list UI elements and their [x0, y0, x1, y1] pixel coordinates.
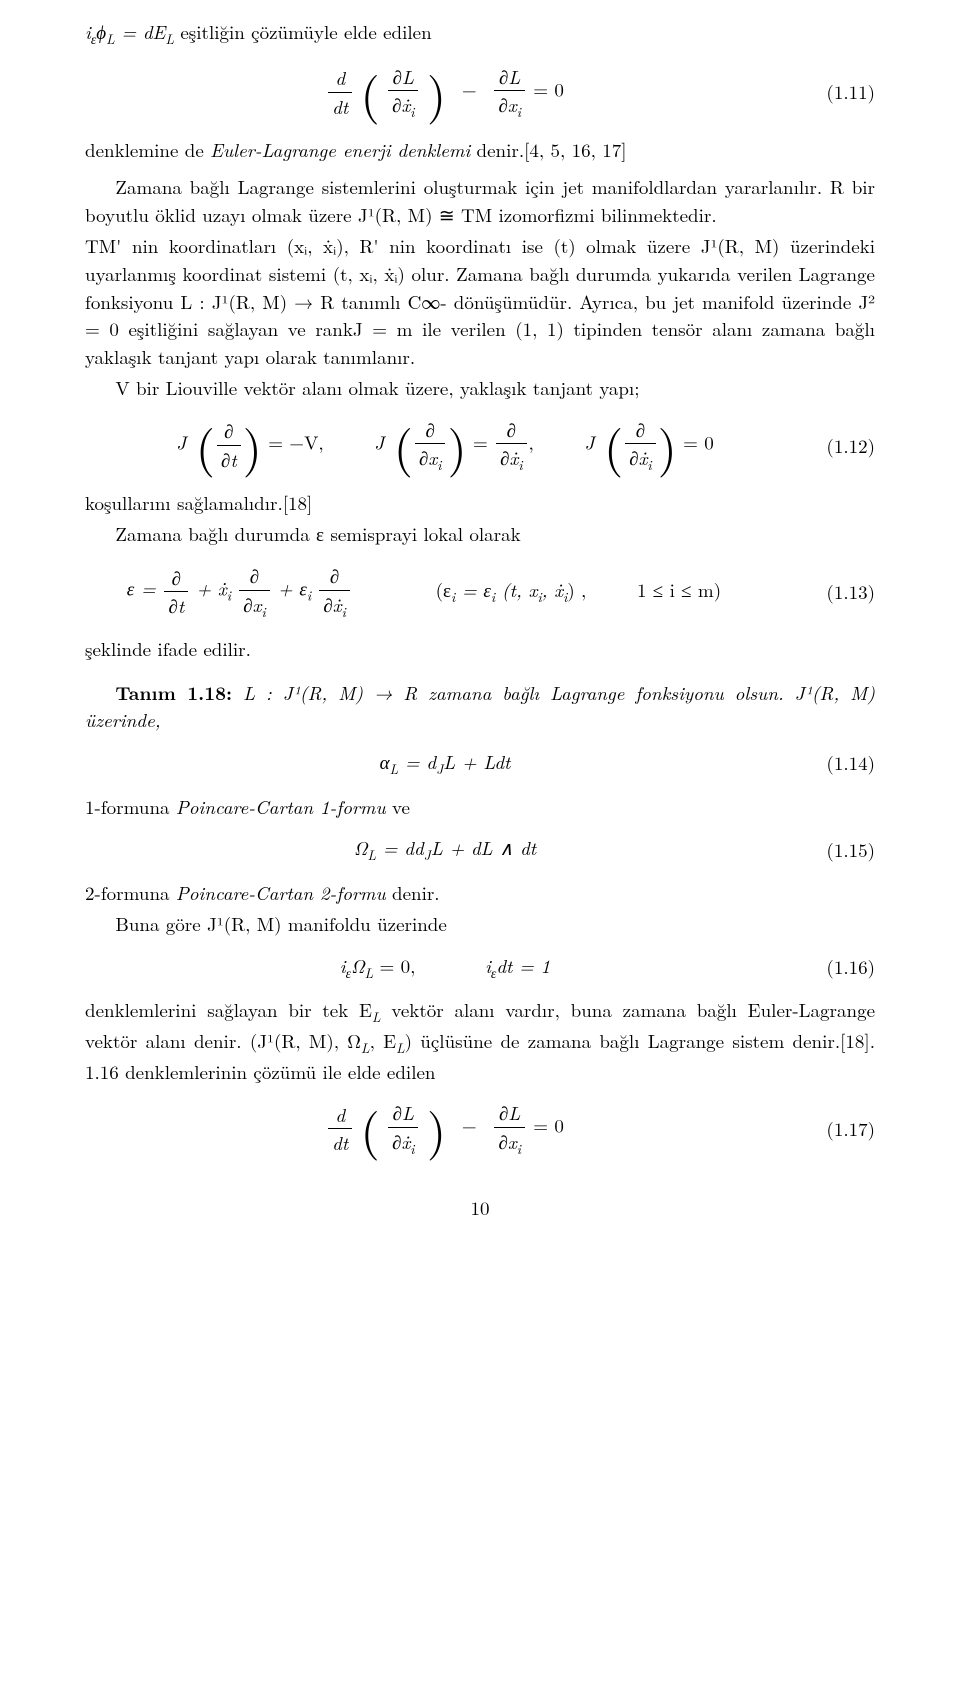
eq-number: (1.12)	[805, 432, 875, 460]
equation-1-16: iεΩL = 0, iεdt = 1 (1.16)	[85, 952, 875, 983]
para-12: denklemlerini sağlayan bir tek EL vektör…	[85, 996, 875, 1085]
para-8: şeklinde ifade edilir.	[85, 635, 875, 663]
eq-number: (1.14)	[805, 749, 875, 777]
para-4: TM' nin koordinatları (xᵢ, ẋᵢ), R' nin k…	[85, 232, 875, 370]
equation-1-13: ε = ∂∂t + ẋi ∂∂xi + εi ∂∂ẋi (εi = εi (t,…	[85, 562, 875, 621]
para-5: V bir Liouville vektör alanı olmak üzere…	[85, 374, 875, 402]
para-3: Zamana bağlı Lagrange sistemlerini oluşt…	[85, 173, 875, 228]
line-after-eq111: denklemine de Euler-Lagrange enerji denk…	[85, 136, 875, 164]
equation-1-15: ΩL = ddJL + dL ∧ dt (1.15)	[85, 834, 875, 865]
equation-1-14: αL = dJL + Ldt (1.14)	[85, 748, 875, 779]
equation-1-17: ddt ( ∂L∂ẋi ) − ∂L∂xi = 0 (1.17)	[85, 1099, 875, 1158]
eq-number: (1.15)	[805, 836, 875, 864]
eq-number: (1.16)	[805, 953, 875, 981]
eq-number: (1.11)	[805, 78, 875, 106]
line-1: iεϕL = dEL eşitliğin çözümüyle elde edil…	[85, 18, 875, 49]
equation-1-11: ddt ( ∂L∂ẋi ) − ∂L∂xi = 0 (1.11)	[85, 63, 875, 122]
eq-number: (1.17)	[805, 1115, 875, 1143]
para-7: Zamana bağlı durumda ε semisprayi lokal …	[85, 520, 875, 548]
para-6: koşullarını sağlamalıdır.[18]	[85, 489, 875, 517]
eq-number: (1.13)	[805, 578, 875, 606]
para-9: 1-formuna Poincare-Cartan 1-formu ve	[85, 793, 875, 821]
para-11: Buna göre J¹(R, M) manifoldu üzerinde	[85, 910, 875, 938]
page-number: 10	[85, 1194, 875, 1222]
definition-1-18: Tanım 1.18: L : J¹(R, M) → R zamana bağl…	[85, 679, 875, 734]
para-10: 2-formuna Poincare-Cartan 2-formu denir.	[85, 879, 875, 907]
equation-1-12: J (∂∂t) = −V, J (∂∂xi) = ∂∂ẋi, J (∂∂ẋi) …	[85, 416, 875, 475]
